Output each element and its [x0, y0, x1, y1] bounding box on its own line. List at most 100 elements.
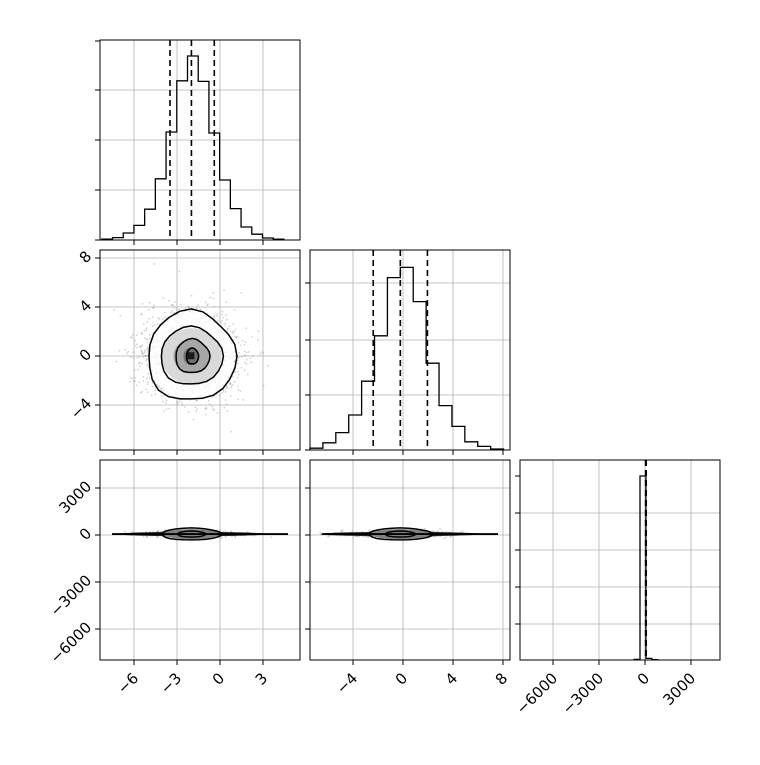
scatter-12-point [205, 414, 207, 416]
scatter-12-point [257, 339, 259, 341]
scatter-12-point [213, 298, 215, 300]
scatter-12-point [166, 400, 168, 402]
scatter-12-point [134, 369, 136, 371]
scatter-12-point [245, 327, 247, 329]
scatter-12-point [132, 334, 134, 336]
scatter-12-point [166, 408, 168, 410]
scatter-12-point [147, 338, 149, 340]
scatter-12-point [242, 340, 244, 342]
scatter-12-point [237, 398, 239, 400]
scatter-12-point [182, 404, 184, 406]
scatter-12-point [136, 384, 138, 386]
scatter-12-point [227, 328, 229, 330]
hist-1-step [102, 56, 284, 240]
scatter-12-point [232, 323, 234, 325]
scatter-12-point [142, 344, 144, 346]
scatter-12-point [152, 386, 154, 388]
hist-2-bar [400, 267, 413, 450]
scatter-12-point [163, 410, 165, 412]
scatter-13-point [146, 536, 148, 538]
scatter-13-point [153, 531, 155, 533]
scatter-12-point [127, 351, 129, 353]
scatter-12-point [120, 315, 122, 317]
scatter-23-point [450, 536, 452, 538]
scatter-12-ytick-label: 8 [76, 247, 95, 266]
scatter-12-point [206, 408, 208, 410]
scatter-12-point [250, 358, 252, 360]
scatter-12-point [232, 333, 234, 335]
scatter-12-point [178, 401, 180, 403]
scatter-12-point [223, 390, 225, 392]
scatter-12-point [138, 362, 140, 364]
scatter-12-ytick-label: 4 [76, 296, 95, 315]
scatter-23-point [342, 530, 344, 532]
scatter-12-point [246, 359, 248, 361]
scatter-12-point [240, 345, 242, 347]
scatter-12-point [162, 401, 164, 403]
scatter-12-point [177, 403, 179, 405]
scatter-23-point [367, 536, 369, 538]
scatter-12-point [168, 300, 170, 302]
scatter-12-point [147, 391, 149, 393]
scatter-12-point [213, 292, 215, 294]
scatter-12-point [136, 347, 138, 349]
scatter-12-point [238, 374, 240, 376]
scatter-12-point [148, 309, 150, 311]
scatter-13-ytick-label: 0 [76, 524, 95, 543]
scatter-12-point [131, 378, 133, 380]
scatter-12-point [152, 325, 154, 327]
scatter-12-point [243, 344, 245, 346]
scatter-23-point [462, 530, 464, 532]
hist-2-bar [413, 302, 426, 450]
scatter-12-point [208, 400, 210, 402]
scatter-12-point [170, 312, 172, 314]
scatter-12-point [146, 378, 148, 380]
scatter-12-point [143, 330, 145, 332]
scatter-12-point [168, 408, 170, 410]
scatter-12-point [178, 271, 180, 273]
scatter-12-point [225, 399, 227, 401]
hist-1-bar [166, 132, 177, 240]
scatter-12-point [163, 297, 165, 299]
scatter-12-point [148, 318, 150, 320]
scatter-13-point [156, 537, 158, 539]
scatter-12-point [159, 318, 161, 320]
scatter-12-point [157, 317, 159, 319]
scatter-12-point [153, 304, 155, 306]
scatter-12-point [134, 377, 136, 379]
hist-2-frame [310, 250, 510, 450]
scatter-12-point [232, 384, 234, 386]
scatter-12-point [154, 324, 156, 326]
scatter-12-point [234, 309, 236, 311]
scatter-12-point [146, 341, 148, 343]
scatter-12-density-peak [187, 352, 194, 359]
scatter-12-point [146, 321, 148, 323]
scatter-12-point [230, 331, 232, 333]
scatter-12-point [193, 419, 195, 421]
hist-1-bar [188, 56, 199, 240]
scatter-12-point [225, 314, 227, 316]
scatter-12-point [149, 334, 151, 336]
scatter-12-point [158, 386, 160, 388]
scatter-23-frame [310, 460, 510, 660]
scatter-12-point [238, 352, 240, 354]
hist-3-frame [520, 460, 720, 660]
scatter-12-point [208, 403, 210, 405]
scatter-12-point [267, 365, 269, 367]
scatter-12-point [113, 309, 115, 311]
scatter-13-point [132, 531, 134, 533]
scatter-12-point [157, 384, 159, 386]
scatter-12-point [200, 309, 202, 311]
scatter-12-point [245, 341, 247, 343]
scatter-12-point [134, 380, 136, 382]
hist-2-bar [426, 363, 439, 450]
scatter-13-point [143, 536, 145, 538]
scatter-12-point [143, 380, 145, 382]
hist-1-bar [177, 81, 188, 240]
scatter-12-point [196, 408, 198, 410]
scatter-12-point [248, 351, 250, 353]
scatter-23-point [439, 528, 441, 530]
scatter-12-point [238, 389, 240, 391]
scatter-12-point [233, 331, 235, 333]
